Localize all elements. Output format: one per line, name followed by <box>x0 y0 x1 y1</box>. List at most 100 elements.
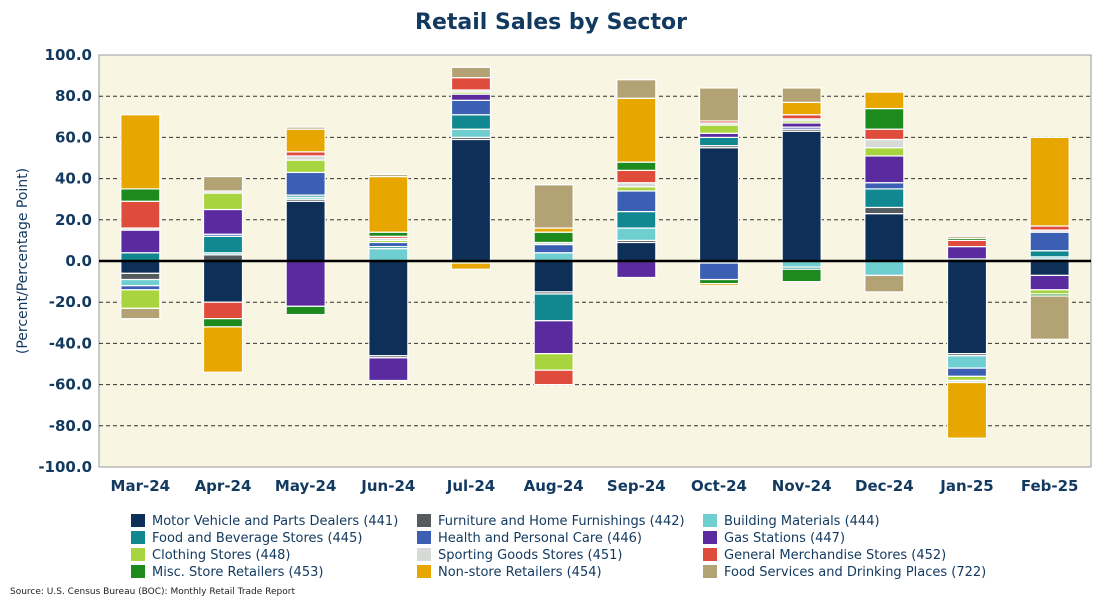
bar-segment <box>368 248 409 262</box>
y-axis-label: (Percent/Percentage Point) <box>15 168 31 354</box>
bar-segment <box>533 260 574 293</box>
legend-swatch <box>131 514 145 527</box>
bar-segment <box>533 353 574 371</box>
legend-label: Sporting Goods Stores (451) <box>438 548 623 563</box>
bar-segment <box>946 375 988 382</box>
source-note: Source: U.S. Census Bureau (BOC): Monthl… <box>10 587 295 597</box>
bar-segment <box>533 227 574 233</box>
legend-label: Food and Beverage Stores (445) <box>152 531 362 546</box>
legend-swatch <box>417 531 431 544</box>
x-tick-labels: Mar-24 Apr-24 May-24 Jun-24 Jul-24 Aug-24 Sep-… <box>111 477 1079 495</box>
bar-segment <box>202 301 244 320</box>
bar-segment <box>781 122 822 128</box>
legend-swatch <box>417 514 431 527</box>
bar-segment <box>450 138 492 262</box>
bar-segment <box>946 235 988 239</box>
legend-label: Gas Stations (447) <box>724 531 845 546</box>
legend-label: Misc. Store Retailers (453) <box>152 565 323 580</box>
bar-segment <box>368 241 409 248</box>
bar-segment <box>368 260 409 357</box>
bar-segment <box>368 357 409 382</box>
bar-segment <box>120 278 161 287</box>
y-tick-label: 80.0 <box>55 87 92 105</box>
bar-segment <box>120 114 161 190</box>
bar-segment <box>864 206 905 215</box>
bar-segment <box>698 147 740 262</box>
bar-segment <box>864 260 905 277</box>
legend-swatch <box>703 531 717 544</box>
bar-segment <box>946 239 988 248</box>
bar-segment <box>781 87 822 103</box>
bar-segment <box>1029 260 1070 277</box>
bar-segment <box>946 260 988 355</box>
bar-segment <box>616 186 657 192</box>
y-tick-label: -100.0 <box>38 458 92 476</box>
x-tick-label: Aug-24 <box>524 477 584 495</box>
bar-segment <box>120 229 161 254</box>
bar-segment <box>285 126 326 130</box>
bar-segment <box>202 192 244 211</box>
bar-segment <box>285 151 326 157</box>
bar-segment <box>616 182 657 188</box>
bar-segment <box>698 132 740 138</box>
bar-segment <box>368 173 409 178</box>
bar-segment <box>450 128 492 139</box>
x-tick-label: Oct-24 <box>691 477 747 495</box>
bar-segment <box>698 278 740 285</box>
bar-segment <box>533 243 574 254</box>
bar-segment <box>120 260 161 274</box>
bar-segment <box>616 161 657 171</box>
bar-segment <box>368 231 409 237</box>
x-tick-label: Feb-25 <box>1021 477 1079 495</box>
legend-label: Building Materials (444) <box>724 514 880 529</box>
bar-segment <box>864 188 905 209</box>
bar-segment <box>616 227 657 241</box>
bar-segment <box>616 190 657 213</box>
legend-label: General Merchandise Stores (452) <box>724 548 946 563</box>
bar-segment <box>202 318 244 328</box>
x-tick-label: Nov-24 <box>772 477 832 495</box>
legend-label: Furniture and Home Furnishings (442) <box>438 514 685 529</box>
y-tick-label: 0.0 <box>65 252 92 270</box>
bar-segment <box>285 155 326 161</box>
x-tick-label: May-24 <box>275 477 336 495</box>
legend-swatch <box>703 548 717 561</box>
bar-segment <box>781 114 822 120</box>
bar-segment <box>781 130 822 262</box>
bar-segment <box>202 175 244 192</box>
y-tick-label: -60.0 <box>49 376 92 394</box>
x-tick-label: Mar-24 <box>111 477 171 495</box>
bar-segment <box>1029 250 1070 258</box>
legend-label: Food Services and Drinking Places (722) <box>724 565 986 580</box>
bar-segment <box>864 155 905 184</box>
bar-segment <box>864 128 905 141</box>
bar-segment <box>450 66 492 79</box>
bar-segment <box>120 285 161 291</box>
bar-segment <box>864 274 905 293</box>
bar-segment <box>781 101 822 116</box>
legend-label: Non-store Retailers (454) <box>438 565 602 580</box>
legend-swatch <box>131 565 145 578</box>
legend: Motor Vehicle and Parts Dealers (441) Fur… <box>131 514 986 580</box>
bar-segment <box>533 231 574 244</box>
y-tick-label: 40.0 <box>55 170 92 188</box>
bar-segment <box>698 87 740 122</box>
y-tick-label: -40.0 <box>49 334 92 352</box>
bar-segment <box>864 213 905 262</box>
bar-segment <box>616 241 657 262</box>
y-tick-label: 100.0 <box>45 46 92 64</box>
bar-segment <box>120 272 161 281</box>
bar-segments <box>120 66 1070 439</box>
bar-segment <box>1029 295 1070 340</box>
chart-title: Retail Sales by Sector <box>415 10 687 35</box>
bar-segment <box>450 93 492 101</box>
bar-segment <box>616 210 657 229</box>
bar-segment <box>120 200 161 229</box>
x-tick-label: Jul-24 <box>446 477 496 495</box>
x-tick-label: Sep-24 <box>607 477 666 495</box>
y-tick-label: 60.0 <box>55 128 92 146</box>
y-tick-label: -20.0 <box>49 293 92 311</box>
bar-segment <box>864 107 905 130</box>
x-tick-label: Dec-24 <box>855 477 914 495</box>
